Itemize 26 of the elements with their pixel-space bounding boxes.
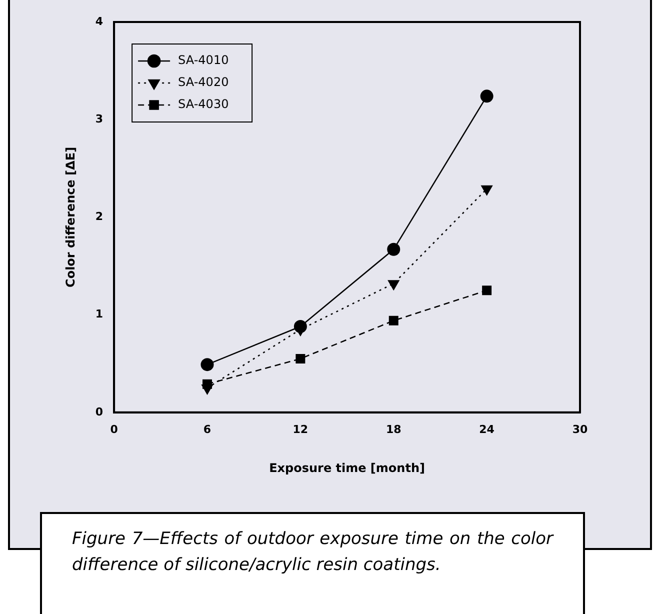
y-tick-label: 3 — [95, 112, 104, 126]
point — [388, 316, 398, 326]
point — [202, 379, 212, 389]
point — [480, 90, 494, 103]
point — [482, 286, 492, 296]
point — [481, 185, 493, 196]
legend-label: SA-4010 — [178, 53, 229, 68]
point — [296, 354, 306, 364]
point — [387, 242, 400, 256]
x-tick-label: 6 — [203, 422, 212, 436]
x-tick-label: 12 — [292, 422, 308, 436]
x-tick-label: 0 — [110, 422, 118, 436]
x-tick-label: 24 — [479, 422, 495, 436]
legend-label: SA-4020 — [178, 75, 229, 90]
caption: Figure 7—Effects of outdoor exposure time on the color difference of silicone/acrylic resin coatings. — [40, 512, 585, 614]
x-tick-label: 18 — [386, 422, 402, 436]
y-tick-label: 0 — [95, 405, 104, 418]
x-tick-label: 30 — [572, 422, 588, 436]
y-tick-label: 4 — [95, 14, 104, 28]
legend-label: SA-4030 — [178, 97, 229, 112]
x-axis-title: Exposure time [month] — [269, 460, 425, 475]
point — [388, 280, 400, 290]
y-tick-label: 1 — [95, 308, 104, 321]
y-axis-title: Color difference [ΔE] — [63, 146, 78, 288]
point — [200, 358, 214, 372]
y-tick-label: 2 — [95, 210, 104, 224]
